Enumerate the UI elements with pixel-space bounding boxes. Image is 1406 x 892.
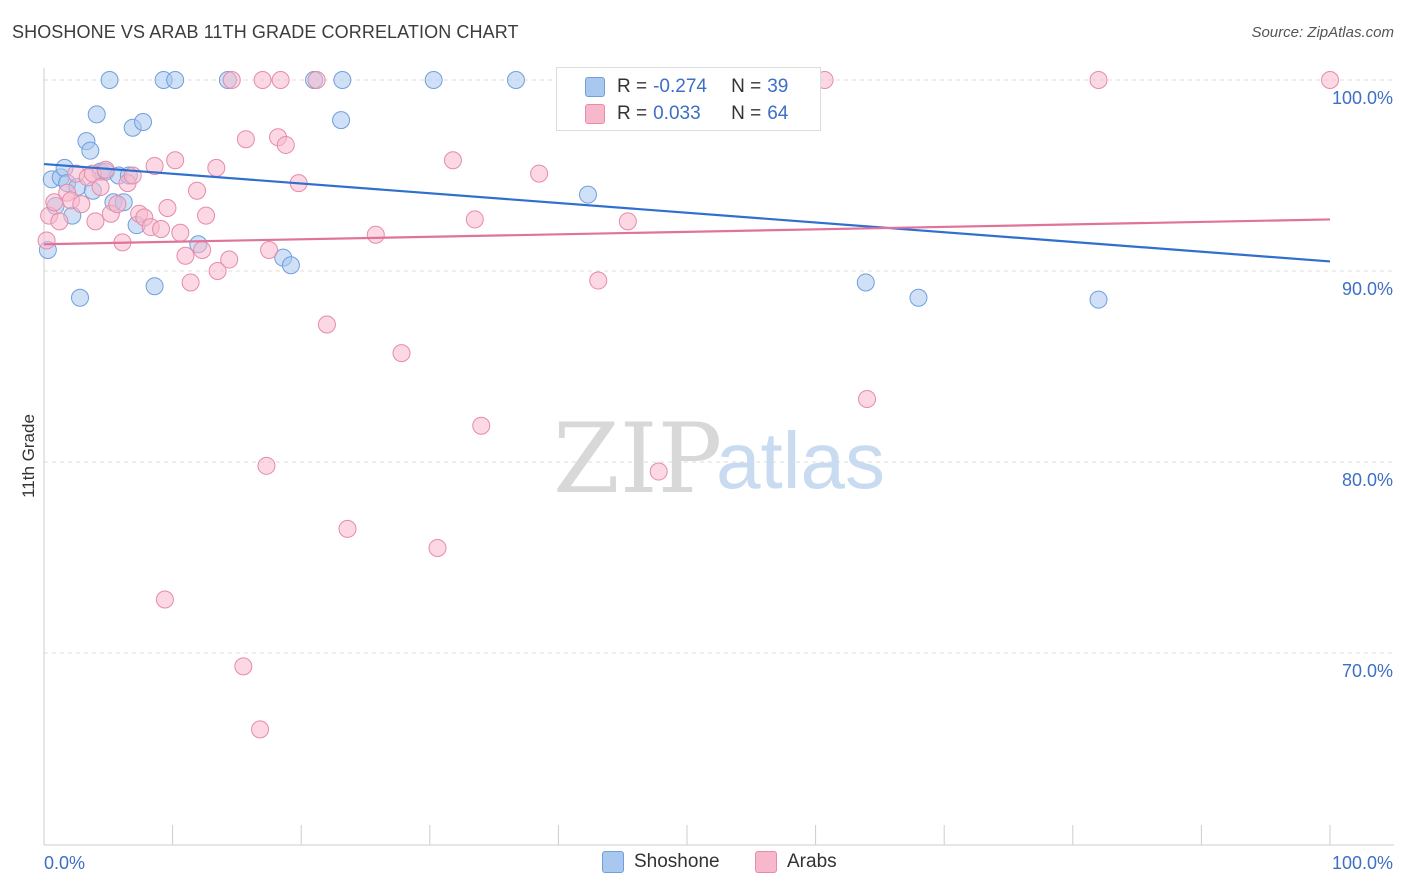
legend-swatch-arabs [755, 851, 777, 873]
point-arabs [271, 71, 290, 89]
legend-swatch-shoshone [602, 851, 624, 873]
point-arabs [443, 151, 462, 170]
y-tick-label: 70.0% [1342, 661, 1393, 681]
axis-layer: 70.0% 80.0% 90.0% 100.0% 0.0% 100.0% [43, 68, 1394, 873]
point-arabs [1089, 71, 1108, 89]
point-shoshone [145, 277, 164, 296]
point-arabs [392, 344, 411, 363]
point-arabs [307, 71, 326, 89]
point-arabs [253, 71, 272, 89]
legend-swatch-arabs [585, 104, 605, 124]
point-shoshone [909, 288, 928, 307]
point-shoshone [1089, 290, 1108, 309]
trend-line-arabs [43, 218, 1331, 246]
point-arabs [197, 206, 216, 225]
point-arabs [181, 273, 200, 292]
point-shoshone [81, 141, 100, 160]
y-axis-label: 11th Grade [19, 414, 38, 498]
x-tick-label: 100.0% [1332, 853, 1393, 873]
point-arabs [188, 181, 207, 200]
point-arabs [260, 240, 279, 259]
watermark: ZIP atlas [553, 403, 885, 515]
point-arabs [145, 156, 164, 175]
point-shoshone [281, 256, 300, 275]
legend-row-shoshone: R = -0.274 N = 39 [585, 74, 788, 100]
point-arabs [207, 158, 226, 177]
y-tick-label: 90.0% [1342, 279, 1393, 299]
point-arabs [236, 130, 255, 149]
trend-line-shoshone [43, 162, 1331, 263]
point-arabs [530, 164, 549, 183]
point-shoshone [87, 105, 106, 124]
point-arabs [338, 519, 357, 538]
point-arabs [222, 71, 241, 89]
point-arabs [220, 250, 239, 269]
point-arabs [176, 246, 195, 265]
legend-r-value: -0.274 [653, 76, 707, 97]
point-arabs [366, 225, 385, 244]
legend-n-value: 39 [767, 76, 789, 97]
point-arabs [152, 219, 171, 238]
point-shoshone [71, 288, 90, 307]
point-arabs [276, 135, 295, 154]
trend-layer [43, 162, 1331, 263]
x-tick-label: 0.0% [44, 853, 85, 873]
point-arabs [589, 271, 608, 290]
watermark-atlas: atlas [716, 416, 885, 505]
point-shoshone [333, 71, 352, 89]
legend-label-arabs: Arabs [787, 851, 837, 872]
point-arabs [465, 210, 484, 229]
legend-r-value: 0.033 [653, 103, 701, 124]
legend-n-value: 64 [767, 103, 789, 124]
y-tick-label: 100.0% [1332, 88, 1393, 108]
point-arabs [86, 212, 105, 231]
point-arabs [91, 177, 110, 196]
point-arabs [108, 195, 127, 214]
watermark-zip: ZIP [553, 403, 722, 515]
chart-title: SHOSHONE VS ARAB 11TH GRADE CORRELATION … [12, 22, 519, 42]
point-shoshone [424, 71, 443, 89]
legend-label-shoshone: Shoshone [634, 851, 720, 872]
point-arabs [251, 720, 270, 739]
point-arabs [72, 195, 91, 214]
point-shoshone [166, 71, 185, 89]
point-arabs [649, 462, 668, 481]
point-arabs [257, 456, 276, 475]
grid-layer [44, 79, 1394, 654]
legend-n-label: N = [731, 103, 762, 124]
point-shoshone [856, 273, 875, 292]
point-arabs [155, 590, 174, 609]
legend-row-arabs: R = 0.033 N = 64 [585, 101, 788, 127]
point-shoshone [578, 185, 597, 204]
point-shoshone [134, 113, 153, 132]
point-arabs [858, 389, 877, 408]
stats-legend: R = -0.274 N = 39 R = 0.033 N = 64 [556, 67, 821, 131]
point-arabs [428, 538, 447, 557]
y-tick-label: 80.0% [1342, 470, 1393, 490]
point-shoshone [506, 71, 525, 89]
point-arabs [158, 198, 177, 217]
point-arabs [618, 212, 637, 231]
point-arabs [234, 657, 253, 676]
point-arabs [208, 262, 227, 280]
point-arabs [50, 212, 69, 231]
legend-swatch-shoshone [585, 77, 605, 97]
point-shoshone [332, 111, 351, 130]
legend-r-label: R = [617, 76, 648, 97]
point-arabs [171, 223, 190, 242]
point-arabs [1321, 71, 1339, 89]
legend-item-arabs[interactable]: Arabs [755, 851, 837, 873]
legend-n-label: N = [731, 76, 762, 97]
point-arabs [37, 231, 56, 250]
series-legend: Shoshone Arabs [0, 851, 1406, 879]
point-shoshone [100, 71, 119, 89]
chart-source: Source: ZipAtlas.com [1251, 24, 1394, 41]
point-arabs [317, 315, 336, 334]
point-arabs [193, 240, 212, 259]
point-arabs [472, 416, 491, 435]
point-arabs [166, 151, 185, 170]
legend-item-shoshone[interactable]: Shoshone [602, 851, 720, 873]
legend-r-label: R = [617, 103, 648, 124]
